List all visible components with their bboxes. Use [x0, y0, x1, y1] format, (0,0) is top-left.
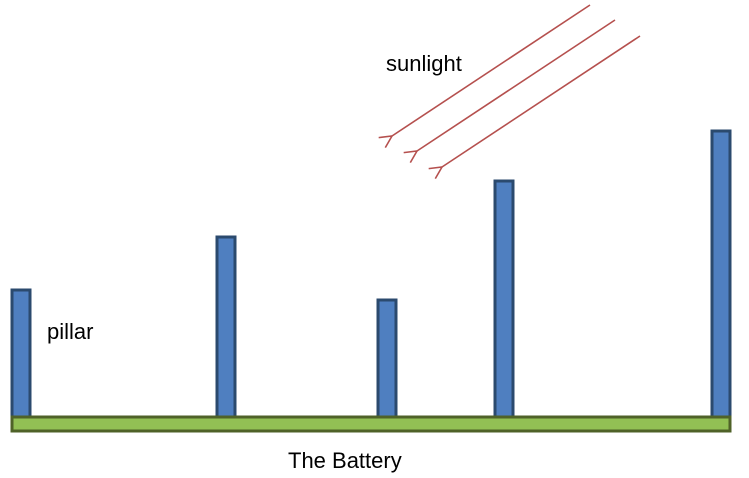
sunlight-arrow: [417, 19, 616, 151]
sunlight-arrows: [392, 4, 641, 167]
battery-label: The Battery: [288, 448, 402, 473]
battery-base: [10, 415, 732, 433]
pillars: [10, 129, 732, 419]
sunlight-arrow: [392, 4, 591, 136]
sunlight-arrow: [442, 35, 641, 167]
pillar-3: [376, 298, 398, 419]
pillar-1: [10, 288, 32, 419]
pillar-4: [493, 179, 515, 419]
sunlight-label: sunlight: [386, 51, 462, 76]
pillar-label: pillar: [47, 319, 93, 344]
pillar-5: [710, 129, 732, 419]
pillar-2: [215, 235, 237, 419]
